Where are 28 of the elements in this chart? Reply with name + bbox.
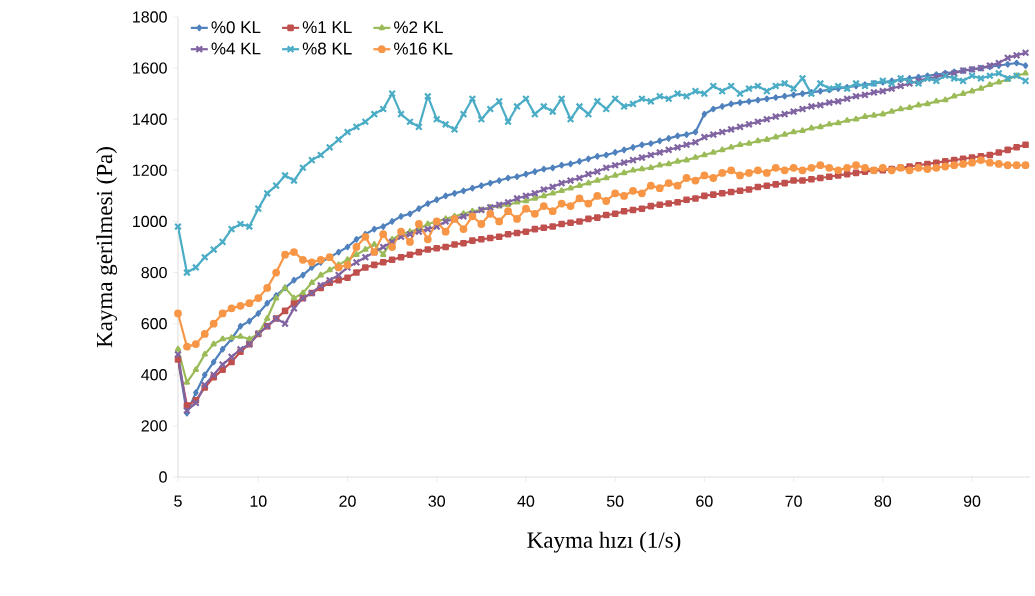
- legend-label: %1 KL: [302, 21, 352, 34]
- x-tick-label: 20: [339, 495, 356, 507]
- legend-label: %0 KL: [211, 21, 261, 34]
- legend-label: %8 KL: [302, 42, 352, 55]
- x-tick-label: 50: [606, 495, 624, 507]
- legend-label: %2 KL: [394, 21, 443, 34]
- x-tick-label: 5: [174, 495, 182, 507]
- y-tick-label: 200: [141, 420, 167, 432]
- y-tick-label: 800: [141, 266, 167, 279]
- y-tick-label: 1400: [133, 113, 167, 125]
- legend-label: %4 KL: [211, 42, 261, 55]
- x-tick-label: 30: [428, 495, 445, 507]
- y-tick-label: 1200: [133, 164, 167, 176]
- x-tick-label: 60: [696, 495, 713, 507]
- x-axis-title: Kayma hızı (1/s): [527, 531, 681, 553]
- x-tick-label: 90: [963, 495, 981, 507]
- y-tick-label: 1600: [133, 62, 167, 74]
- y-tick-label: 600: [141, 318, 167, 330]
- legend-label: %16 KL: [394, 42, 453, 55]
- x-tick-label: 10: [250, 495, 267, 507]
- y-tick-label: 400: [141, 369, 167, 381]
- y-tick-label: 1000: [133, 215, 167, 228]
- y-axis-title: Kayma gerilmesi (Pa): [96, 147, 118, 348]
- y-tick-label: 1800: [133, 11, 167, 23]
- x-tick-label: 70: [785, 495, 802, 507]
- x-tick-label: 80: [874, 495, 892, 507]
- y-tick-label: 0: [159, 471, 167, 483]
- x-tick-label: 40: [517, 495, 535, 507]
